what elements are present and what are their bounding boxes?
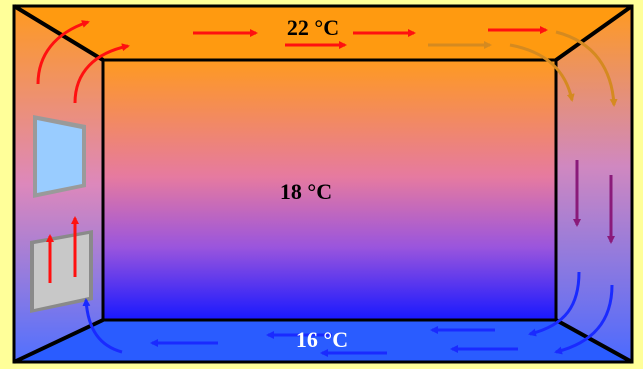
right-corner-arrow-1 <box>509 43 575 102</box>
floor-corner-arrow-2 <box>554 284 614 355</box>
room-temperature-label: 18 °C <box>280 179 332 204</box>
left-floor-corner-arrow <box>82 298 123 354</box>
left-wall-arrow-2 <box>73 43 130 104</box>
room-edges <box>12 4 634 364</box>
floor-corner-arrow-1 <box>528 271 581 337</box>
ceiling-temperature-label: 22 °C <box>287 15 339 40</box>
window-icon <box>33 115 86 198</box>
right-wall <box>556 6 632 362</box>
floor-temperature-label: 16 °C <box>296 327 348 352</box>
back-wall <box>101 58 558 322</box>
falling-air-arrows <box>573 160 615 244</box>
radiator-icon <box>30 230 93 313</box>
left-wall-arrow-1 <box>36 20 90 85</box>
ceiling-air-arrows <box>193 26 618 107</box>
rising-air-arrows <box>36 20 130 283</box>
floor-air-arrows <box>82 271 614 357</box>
right-corner-arrow-2 <box>555 30 618 107</box>
